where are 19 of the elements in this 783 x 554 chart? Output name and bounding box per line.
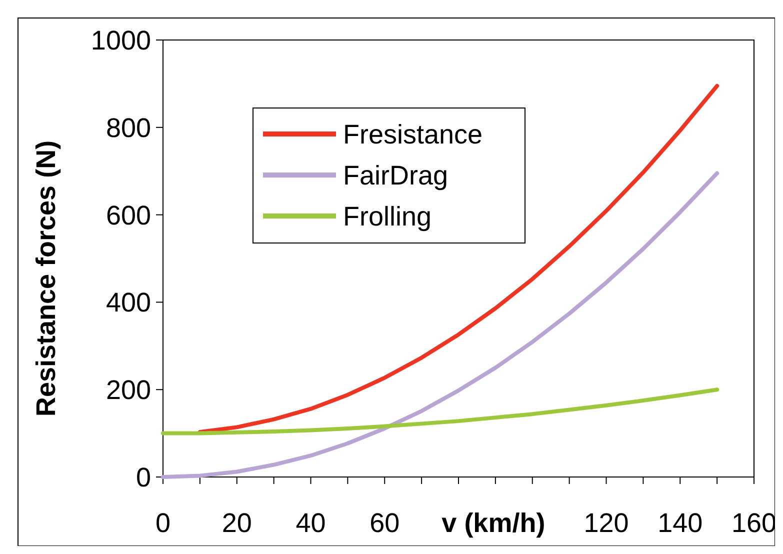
y-tick-label: 1000 — [90, 25, 151, 56]
x-tick-label: 0 — [155, 508, 171, 538]
x-tick-label: 40 — [296, 508, 326, 538]
y-axis-title: Resistance forces (N) — [31, 140, 61, 417]
legend-label: Fresistance — [343, 119, 483, 150]
y-tick-label: 200 — [106, 375, 151, 406]
y-tick-label: 0 — [136, 462, 151, 492]
y-tick-label: 800 — [106, 112, 151, 143]
x-tick-label: 140 — [658, 508, 703, 538]
y-tick-label: 600 — [106, 200, 151, 230]
line-series — [198, 84, 720, 434]
x-tick-label: 120 — [584, 508, 629, 538]
legend-label: Frolling — [343, 201, 432, 232]
line-series — [161, 388, 720, 436]
x-tick-label: 60 — [370, 508, 400, 538]
x-tick-label: 20 — [222, 508, 252, 538]
y-tick-label: 400 — [106, 288, 151, 318]
x-axis-title: v (km/h) — [442, 508, 546, 538]
legend-label: FairDrag — [343, 160, 448, 190]
